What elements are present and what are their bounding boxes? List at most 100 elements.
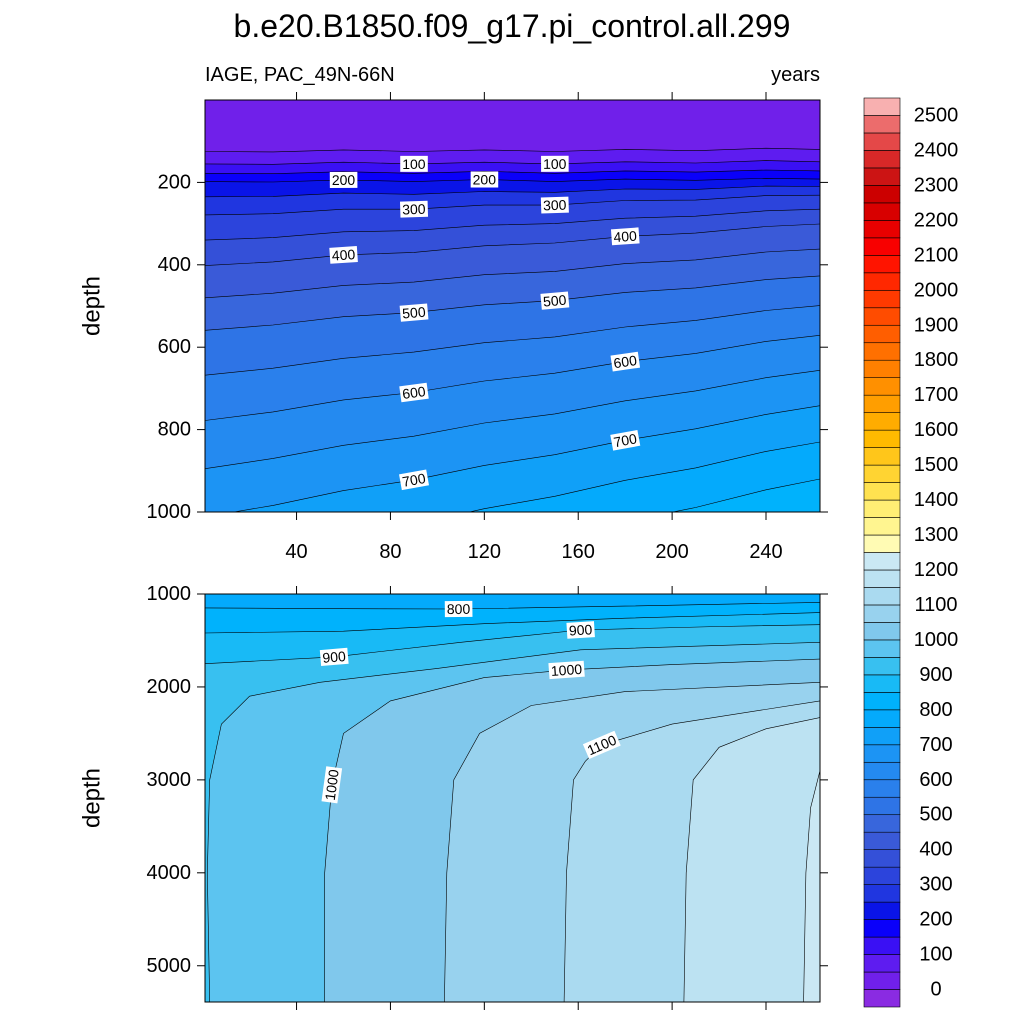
colorbar-box: [863, 255, 901, 274]
colorbar-label: 1700: [914, 384, 959, 406]
contour-label-box: [399, 382, 429, 403]
contour-line: [232, 405, 820, 512]
contour-label: 300: [543, 197, 567, 214]
colorbar-label: 300: [919, 874, 952, 896]
plot-area: 100 100 200 200 300 300 400 400 500 500 600 600 700 7…: [205, 100, 820, 512]
contour-label: 500: [402, 304, 427, 322]
contour-line: [206, 642, 820, 1002]
contour-line: [205, 223, 820, 266]
colorbar-label: 2300: [914, 174, 959, 196]
y-axis-label: depth: [79, 276, 106, 336]
colorbar-label: 1200: [914, 559, 959, 581]
plot-frame: [204, 99, 821, 513]
contour-line: [205, 305, 820, 376]
subtitle-left: IAGE, PAC_49N-66N: [205, 64, 395, 86]
contour-label: 500: [542, 292, 567, 310]
contour-line: [468, 441, 820, 512]
y-axis-label: depth: [79, 768, 106, 828]
y-tick-label: 600: [158, 336, 191, 358]
colorbar-label: 2000: [914, 279, 959, 301]
colorbar-box: [863, 185, 901, 204]
contour-label: 900: [322, 648, 347, 666]
colorbar-label: 2400: [914, 139, 959, 161]
contour-line: [803, 770, 820, 1002]
contour-label-box: [610, 227, 640, 246]
colorbar-box: [863, 814, 901, 833]
contour-label-box: [610, 351, 641, 372]
colorbar-box: [863, 727, 901, 746]
contour-line: [205, 335, 820, 421]
colorbar-box: [863, 359, 901, 378]
contour-line: [205, 248, 820, 299]
colorbar-box: [863, 324, 901, 344]
contour-line: [683, 717, 820, 1002]
contour-fill: [205, 442, 820, 512]
colorbar-label: 1800: [914, 349, 959, 371]
colorbar-box: [863, 552, 901, 571]
contour-label-box: [319, 647, 349, 667]
colorbar-box: [863, 639, 901, 658]
colorbar-box: [863, 150, 901, 169]
colorbar-label: 2100: [914, 244, 959, 266]
colorbar-label: 1500: [914, 454, 959, 476]
colorbar-label: 1900: [914, 314, 959, 336]
colorbar-box: [863, 307, 901, 326]
contour-label: 400: [613, 228, 638, 246]
colorbar-label: 700: [919, 734, 952, 756]
x-tick-label: 120: [468, 541, 501, 563]
colorbar-label: 2500: [914, 104, 959, 126]
colorbar-box: [863, 289, 901, 309]
contour-label: 1000: [550, 661, 582, 679]
contour-label-box: [444, 600, 473, 618]
contour-label-box: [399, 469, 429, 491]
x-tick-label: 80: [379, 541, 401, 563]
contour-label-box: [610, 429, 641, 451]
colorbar-box: [863, 464, 901, 483]
contour-label-box: [321, 766, 343, 804]
contour-label: 200: [332, 172, 356, 188]
colorbar-box: [863, 499, 901, 518]
contour-label-box: [566, 621, 595, 639]
x-tick-label: 160: [562, 541, 595, 563]
colorbar-box: [863, 989, 901, 1008]
colorbar-box: [863, 377, 901, 396]
colorbar-box: [863, 744, 901, 763]
plot-frame: [204, 593, 821, 1003]
colorbar-box: [863, 412, 901, 431]
colorbar-box: [863, 692, 901, 711]
colorbar-label: 0: [930, 979, 941, 1001]
y-tick-label: 1000: [147, 583, 192, 605]
contour-label: 900: [568, 621, 593, 638]
chart-title: b.e20.B1850.f09_g17.pi_control.all.299: [234, 8, 791, 44]
colorbar-box: [863, 97, 901, 116]
y-tick-label: 5000: [147, 955, 192, 977]
contour-label: 100: [402, 156, 426, 172]
colorbar-label: 900: [919, 664, 952, 686]
colorbar-box: [863, 115, 901, 134]
colorbar-box: [863, 517, 901, 536]
contour-line: [205, 177, 820, 183]
colorbar-label: 400: [919, 839, 952, 861]
y-tick-label: 4000: [147, 862, 192, 884]
colorbar-box: [863, 534, 901, 553]
contour-line: [205, 370, 820, 469]
colorbar-box: [863, 919, 901, 938]
colorbar-label: 1000: [914, 629, 959, 651]
contour-label-box: [582, 730, 621, 760]
contour-label: 300: [402, 201, 426, 218]
colorbar-box: [863, 936, 901, 955]
contour-line: [205, 169, 820, 175]
contour-label-box: [548, 660, 585, 680]
contour-label: 600: [401, 383, 427, 402]
colorbar-box: [863, 167, 901, 186]
y-tick-label: 3000: [147, 769, 192, 791]
contour-line: [205, 624, 820, 664]
contour-label: 200: [473, 172, 497, 188]
colorbar-label: 800: [919, 699, 952, 721]
colorbar-box: [863, 394, 901, 413]
contour-fill: [803, 770, 820, 1002]
y-tick-label: 2000: [147, 676, 192, 698]
